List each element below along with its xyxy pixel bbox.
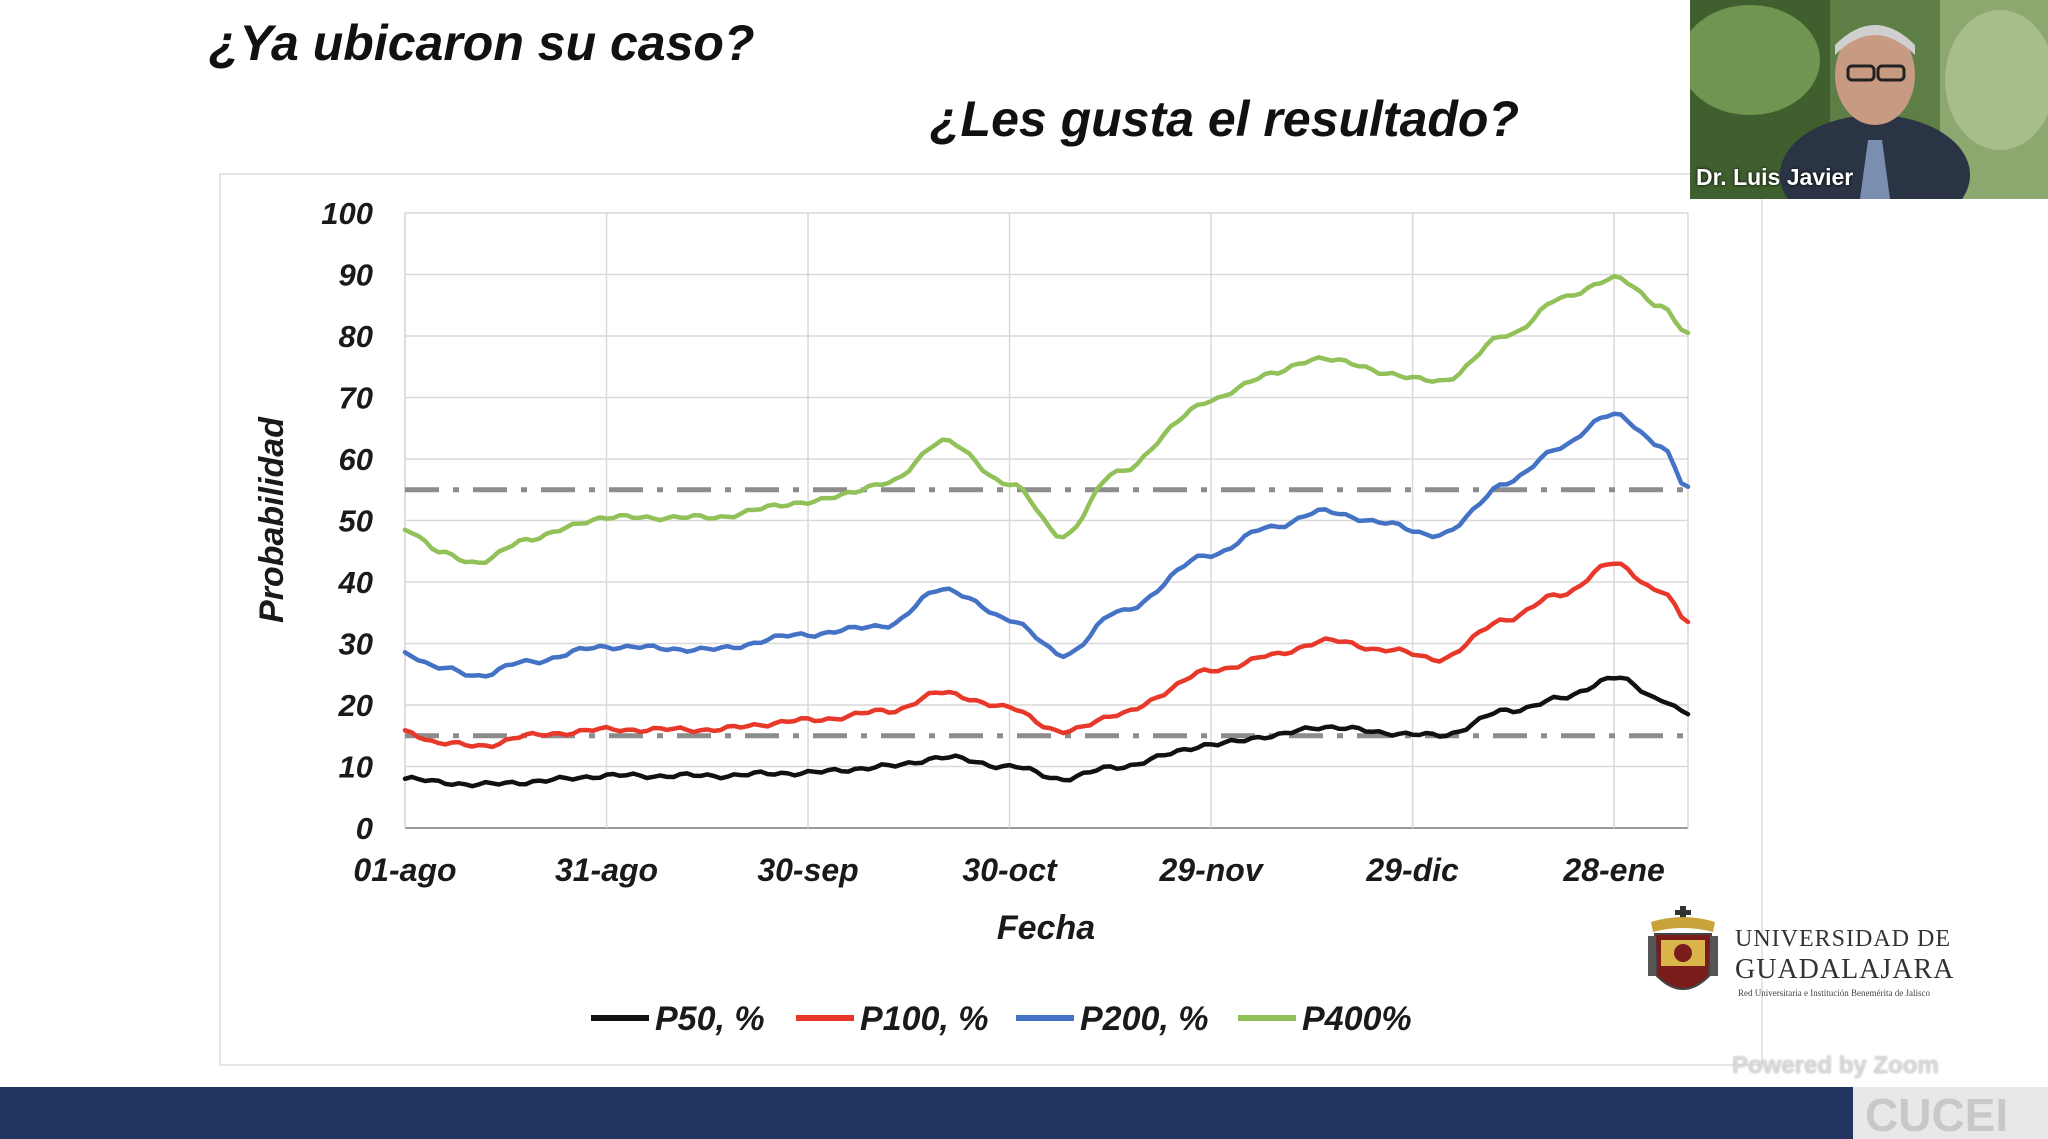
y-tick-label: 50 xyxy=(339,504,373,539)
slide-question-2: ¿Les gusta el resultado? xyxy=(930,91,1520,147)
y-axis-title: Probabilidad xyxy=(253,416,291,623)
y-tick-label: 80 xyxy=(339,319,373,354)
legend-label-p100: P100, % xyxy=(860,1000,989,1038)
series-group xyxy=(402,273,1691,789)
udg-crest-icon xyxy=(1648,906,1718,990)
x-axis-title: Fecha xyxy=(997,909,1095,947)
y-tick-label: 40 xyxy=(338,565,373,600)
y-tick-label: 60 xyxy=(339,442,373,477)
y-tick-label: 100 xyxy=(321,196,373,231)
legend-label-p200: P200, % xyxy=(1080,1000,1209,1038)
legend: P50, % P100, % P200, % P400% xyxy=(591,1000,1412,1038)
powered-by-zoom: Powered by Zoom xyxy=(1732,1052,1939,1079)
logo-line-1: UNIVERSIDAD DE xyxy=(1735,926,1951,952)
series-line-p200 xyxy=(402,411,1691,679)
y-tick-label: 10 xyxy=(339,750,373,785)
y-tick-label: 20 xyxy=(338,688,373,723)
x-tick-label: 30-oct xyxy=(962,852,1058,888)
x-tick-label: 01-ago xyxy=(353,852,456,888)
x-tick-label: 31-ago xyxy=(555,852,658,888)
logo-line-2: GUADALAJARA xyxy=(1735,954,1955,985)
x-tick-label: 30-sep xyxy=(757,852,858,888)
udg-logo: UNIVERSIDAD DE GUADALAJARA Red Universit… xyxy=(1643,906,1973,1006)
footer-badge: CUCEI xyxy=(1853,1087,2048,1139)
y-tick-label: 90 xyxy=(339,258,373,293)
participant-name: Dr. Luis Javier xyxy=(1696,164,1854,190)
y-tick-label: 70 xyxy=(339,381,373,416)
x-tick-label: 29-dic xyxy=(1365,852,1459,888)
y-tick-label: 30 xyxy=(339,627,373,662)
series-line-p50 xyxy=(402,675,1691,789)
x-tick-label: 29-nov xyxy=(1159,852,1265,888)
speaker-video xyxy=(1690,0,2048,199)
logo-line-3: Red Universitaria e Institución Beneméri… xyxy=(1738,988,1930,998)
footer-bar xyxy=(0,1087,2048,1139)
series-line-p400 xyxy=(402,273,1691,565)
y-tick-label: 0 xyxy=(356,811,373,846)
webcam-feed: Dr. Luis Javier xyxy=(1690,0,2048,199)
legend-label-p400: P400% xyxy=(1302,1000,1412,1038)
legend-label-p50: P50, % xyxy=(655,1000,765,1038)
line-chart: Fecha Probabilidad 0 10 20 30 40 50 60 70 80 90 10… xyxy=(253,196,1691,1038)
slide-question-1: ¿Ya ubicaron su caso? xyxy=(209,15,755,71)
reference-lines xyxy=(405,487,1688,739)
chart-panel: Fecha Probabilidad 0 10 20 30 40 50 60 70 80 90 10… xyxy=(219,173,1763,1066)
axes: Fecha Probabilidad 0 10 20 30 40 50 60 70 80 90 10… xyxy=(253,196,1665,947)
series-line-p100 xyxy=(402,561,1691,750)
x-tick-label: 28-ene xyxy=(1562,852,1664,888)
